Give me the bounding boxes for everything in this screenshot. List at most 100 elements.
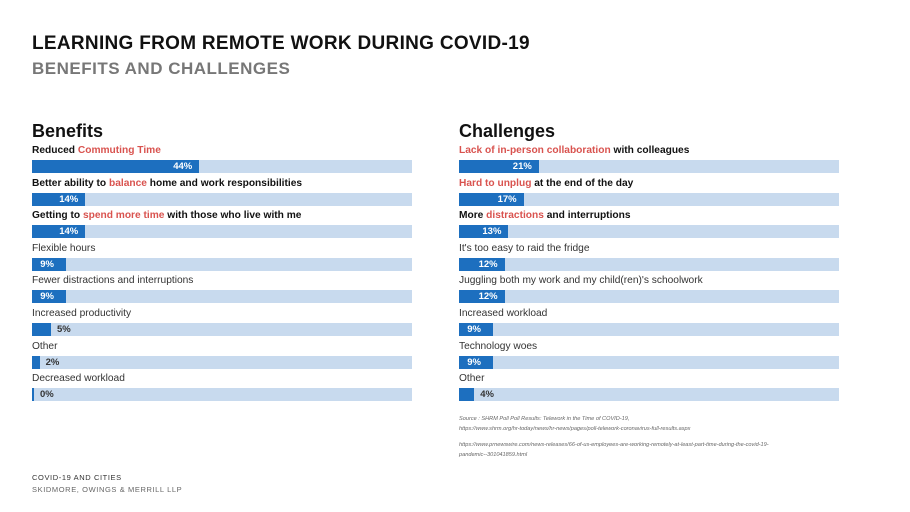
bar-track [32,323,412,336]
label-text: Reduced [32,145,78,156]
source-link: https://www.prnewswire.com/news-releases… [459,442,769,448]
label-text: Fewer distractions and interruptions [32,275,194,287]
bar-value-label: 5% [57,324,71,335]
highlighted-text: Lack of in-person collaboration [459,145,611,156]
bar [459,192,524,206]
bar-row: Other 4% [459,372,844,404]
highlighted-text: balance [108,177,147,189]
label-text: More [459,210,487,222]
bar-row: Juggling both my work and my child(ren)'… [459,274,844,306]
highlighted-text: Commuting Time [77,145,161,156]
label-text: Better ability to [32,177,109,189]
label-text: with those who live with me [164,210,302,222]
label-text: It's too easy to raid the fridge [459,242,590,254]
label-text: with colleagues [610,145,690,156]
bar [32,257,67,271]
bar [32,290,67,304]
label-text: home and work responsibilities [146,177,303,189]
bar-value-label: 21% [512,161,532,172]
challenges-chart: Challenges Lack of in-person collaborati… [459,120,844,402]
bar-value-label: 12% [478,258,498,270]
bar-value-label: 44% [173,161,193,172]
bar-label: Hard to unplug at the end of the day [459,177,633,190]
bar [459,160,539,173]
bar [32,323,51,336]
source-link: https://www.shrm.org/hr-today/news/hr-ne… [459,426,691,432]
bar-value-label: 17% [497,193,517,205]
bar-label: Fewer distractions and interruptions [32,274,193,287]
bar [32,355,40,369]
bar-track [32,225,412,239]
bar-label: More distractions and interruptions [459,209,631,222]
bar-value-label: 9% [40,291,54,303]
bar-row: Increased productivity 5% [32,307,417,339]
bar-track [459,355,839,369]
bar-label: Getting to spend more time with those wh… [32,209,301,222]
highlighted-text: spend more time [82,210,165,222]
bar-track [32,192,412,206]
bar [32,388,34,402]
bar-track [459,388,839,402]
bar-value-label: 14% [59,226,79,238]
label-text: Juggling both my work and my child(ren)'… [459,275,703,287]
bar-label: It's too easy to raid the fridge [459,242,590,255]
benefits-heading: Benefits [32,121,104,141]
label-text: Increased productivity [32,308,132,319]
bar [459,225,509,239]
bar [459,290,505,304]
page-subtitle: BENEFITS AND CHALLENGES [32,59,291,78]
bar-row: Technology woes 9% [459,340,844,372]
bar-row: Getting to spend more time with those wh… [32,209,417,241]
label-text: at the end of the day [531,177,634,189]
bar-label: Juggling both my work and my child(ren)'… [459,274,703,287]
source-link-continued: pandemic--301041859.html [459,452,528,458]
bar-label: Decreased workload [32,372,125,385]
bar-track [459,257,839,271]
label-text: Flexible hours [32,242,96,254]
bar-value-label: 12% [478,291,498,303]
bar-row: Increased workload 9% [459,307,844,339]
bar-row: Fewer distractions and interruptions 9% [32,274,417,306]
sources-note: Source : SHRM Poll Poll Results: Telewor… [459,415,859,461]
bar [32,160,200,173]
highlighted-text: distractions [486,210,544,222]
bar-label: Reduced Commuting Time [32,144,161,157]
bar-value-label: 4% [480,389,494,401]
bar [459,257,505,271]
bar-track [32,290,412,304]
bar-row: Other 2% [32,340,417,372]
bar [459,355,494,369]
page-title: LEARNING FROM REMOTE WORK DURING COVID-1… [32,33,530,54]
bar-track [32,388,412,402]
bar-row: It's too easy to raid the fridge 12% [459,242,844,274]
benefits-chart: Benefits Reduced Commuting Time 44% Better… [32,120,417,402]
bar-label: Lack of in-person collaboration with col… [459,144,689,157]
bar-row: Lack of in-person collaboration with col… [459,144,844,176]
footer-series: COVID-19 AND CITIES [32,473,122,482]
bar-row: Decreased workload 0% [32,372,417,404]
source-line: Source : SHRM Poll Poll Results: Telewor… [459,416,630,422]
bar [32,225,86,239]
bar-value-label: 0% [40,389,54,401]
bar-value-label: 9% [467,324,481,335]
bar-track [459,160,839,173]
bar [459,388,475,402]
bar-track [32,257,412,271]
bar-value-label: 2% [45,356,60,368]
bar-value-label: 9% [467,356,481,368]
bar [32,192,86,206]
bar-track [459,290,839,304]
bar-track [459,323,839,336]
label-text: Decreased workload [32,373,125,385]
bar-row: Better ability to balance home and work … [32,177,417,209]
footer-firm: SKIDMORE, OWINGS & MERRILL LLP [32,485,183,494]
bar-label: Other [459,372,484,385]
bar-track [32,160,412,173]
bar-row: Hard to unplug at the end of the day 17% [459,177,844,209]
label-text: Technology woes [459,340,538,352]
bar-track [32,355,412,369]
bar-label: Other [32,340,57,353]
bar-value-label: 9% [40,258,54,270]
challenges-heading: Challenges [459,121,556,141]
bar [459,323,494,336]
